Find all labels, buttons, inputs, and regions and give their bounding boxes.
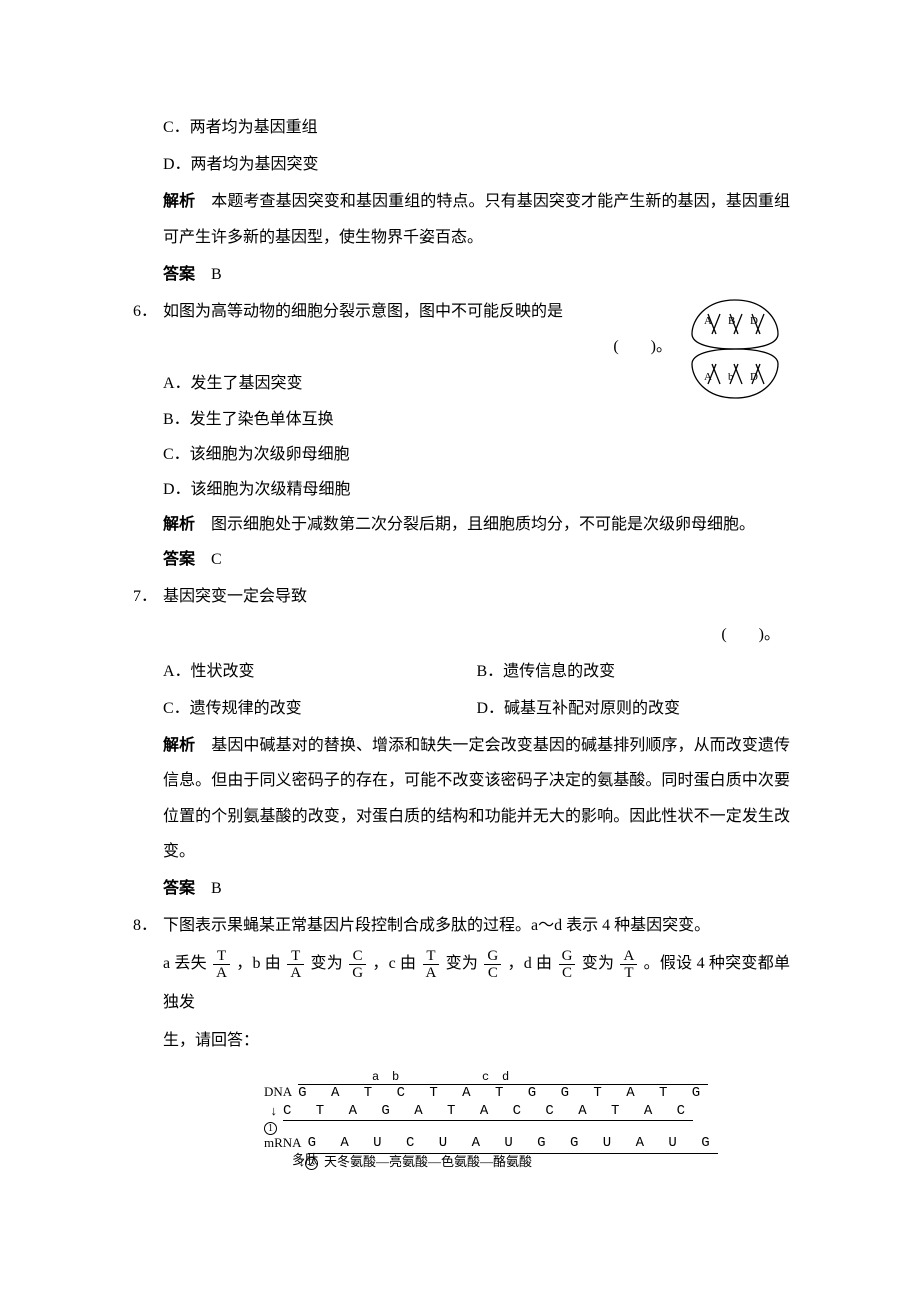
q7-option-b: B．遗传信息的改变 <box>477 654 791 689</box>
q8-t7: 变为 <box>582 955 615 972</box>
cell-division-icon: A B D A b D <box>680 294 790 404</box>
q7-option-c: C．遗传规律的改变 <box>163 691 477 726</box>
q6-ans-label: 答案 <box>163 551 195 568</box>
mark-c: c <box>482 1070 489 1085</box>
q7-expl-text: 基因中碱基对的替换、增添和缺失一定会改变基因的碱基排列顺序，从而改变遗传信息。但… <box>163 737 790 860</box>
mrna-row: G A U C U A U G G U A U G <box>308 1135 718 1154</box>
frac-4: TA <box>423 948 440 982</box>
q6-expl-text: 图示细胞处于减数第二次分裂后期，且细胞质均分，不可能是次级卵母细胞。 <box>195 516 755 533</box>
q8: 8． 下图表示果蝇某正常基因片段控制合成多肽的过程。a～d 表示 4 种基因突变… <box>118 908 790 943</box>
q5-option-c: C．两者均为基因重组 <box>163 110 790 145</box>
q6-figure: A B D A b D <box>680 294 790 417</box>
q5-expl-text: 本题考查基因突变和基因重组的特点。只有基因突变才能产生新的基因，基因重组可产生许… <box>163 193 790 245</box>
q7: 7． 基因突变一定会导致 <box>118 579 790 614</box>
q8-stem: 下图表示果蝇某正常基因片段控制合成多肽的过程。a～d 表示 4 种基因突变。 <box>163 908 790 943</box>
q7-paren: ( )。 <box>118 617 790 652</box>
arrow-down-icon: ↓ <box>271 1103 278 1118</box>
frac-2: TA <box>287 948 304 982</box>
q7-ans-label: 答案 <box>163 880 195 897</box>
q7-options-row2: C．遗传规律的改变 D．碱基互补配对原则的改变 <box>163 691 790 726</box>
q5-explanation: 解析 本题考查基因突变和基因重组的特点。只有基因突变才能产生新的基因，基因重组可… <box>163 184 790 254</box>
frac-1: TA <box>213 948 230 982</box>
label-poly: 多肽 <box>264 1152 324 1168</box>
label-mrna: mRNA <box>264 1135 308 1154</box>
frac-6: GC <box>559 948 576 982</box>
frac-5: GC <box>484 948 501 982</box>
q6-option-c: C．该细胞为次级卵母细胞 <box>163 437 790 472</box>
q7-ans-text: B <box>195 880 222 897</box>
q5-ans-text: B <box>195 266 222 283</box>
svg-text:D: D <box>750 371 758 383</box>
q7-expl-label: 解析 <box>163 737 195 754</box>
q7-option-a: A．性状改变 <box>163 654 477 689</box>
q7-options-row1: A．性状改变 B．遗传信息的改变 <box>163 654 790 689</box>
q6-ans-text: C <box>195 551 222 568</box>
frac-3: CG <box>349 948 366 982</box>
label-dna: DNA <box>264 1084 298 1103</box>
q6-option-d: D．该细胞为次级精母细胞 <box>163 472 790 507</box>
q8-t6: ，d 由 <box>508 955 553 972</box>
label-arrow1: ↓1 <box>264 1103 283 1136</box>
mark-a: a <box>372 1070 379 1085</box>
q5-ans-label: 答案 <box>163 266 195 283</box>
q7-stem: 基因突变一定会导致 <box>163 579 790 614</box>
q8-dna-figure: a b c d DNA G A T C T A T G G T A T G ↓1… <box>264 1070 644 1168</box>
q8-t5: 变为 <box>446 955 479 972</box>
dna-row1: G A T C T A T G G T A T G <box>298 1084 708 1103</box>
q7-num: 7． <box>118 579 163 614</box>
q6-answer: 答案 C <box>163 542 790 577</box>
svg-text:A: A <box>704 371 712 383</box>
q8-t2: ，b 由 <box>236 955 281 972</box>
q8-num: 8． <box>118 908 163 943</box>
frac-7: AT <box>620 948 637 982</box>
q5-answer: 答案 B <box>163 257 790 292</box>
q8-line2: a 丢失 TA ，b 由 TA 变为 CG ，c 由 TA 变为 GC ，d 由… <box>163 945 790 1022</box>
q6-expl-label: 解析 <box>163 516 195 533</box>
q6-num: 6． <box>118 294 163 329</box>
q7-answer: 答案 B <box>163 871 790 906</box>
q5-option-d: D．两者均为基因突变 <box>163 147 790 182</box>
q8-line3: 生，请回答： <box>163 1022 790 1060</box>
mark-d: d <box>502 1070 509 1085</box>
q8-t1: a 丢失 <box>163 955 207 972</box>
q7-option-d: D．碱基互补配对原则的改变 <box>477 691 791 726</box>
svg-text:B: B <box>728 315 735 327</box>
svg-text:D: D <box>750 315 758 327</box>
q8-t4: ，c 由 <box>372 955 416 972</box>
dna-row2: C T A G A T A C C A T A C <box>283 1103 693 1122</box>
svg-text:b: b <box>728 371 734 383</box>
svg-text:A: A <box>704 315 712 327</box>
q7-explanation: 解析 基因中碱基对的替换、增添和缺失一定会改变基因的碱基排列顺序，从而改变遗传信… <box>163 728 790 869</box>
q8-t3: 变为 <box>310 955 343 972</box>
q6: 6． A B D A b <box>118 294 790 578</box>
mark-b: b <box>392 1070 399 1085</box>
mutation-markers: a b c d <box>324 1070 644 1084</box>
q5-expl-label: 解析 <box>163 193 195 210</box>
q6-explanation: 解析 图示细胞处于减数第二次分裂后期，且细胞质均分，不可能是次级卵母细胞。 <box>163 507 790 542</box>
